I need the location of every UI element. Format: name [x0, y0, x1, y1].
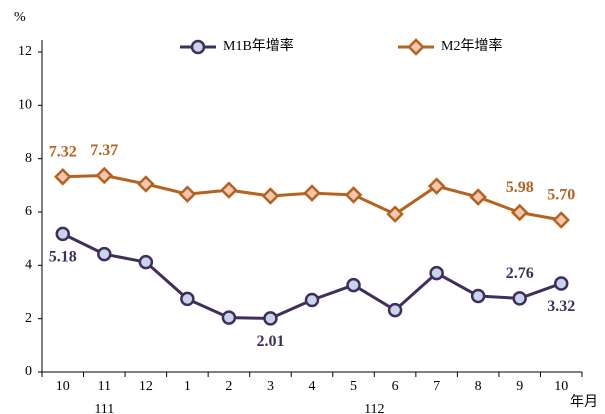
point [512, 291, 527, 306]
x-tick-label: 7 [433, 379, 440, 394]
point [55, 226, 71, 242]
point [137, 175, 155, 193]
point [470, 288, 486, 304]
data-label: 3.32 [547, 298, 575, 315]
y-tick-label: 10 [18, 98, 32, 113]
point [510, 203, 529, 222]
data-label: 7.32 [49, 143, 77, 160]
x-tick-label: 5 [350, 379, 357, 394]
point [386, 205, 404, 223]
data-label: 5.98 [506, 179, 534, 196]
point [95, 166, 114, 185]
x-unit: 年月 [570, 394, 598, 410]
legend-marker [407, 38, 425, 56]
x-tick-label: 6 [392, 379, 399, 394]
x-tick-label: 4 [309, 379, 316, 394]
point [553, 276, 569, 291]
point [427, 177, 446, 195]
x-tick-label: 8 [475, 379, 482, 394]
x-tick-label: 9 [516, 379, 523, 394]
x-group-label: 111 [94, 402, 114, 414]
point [138, 254, 154, 270]
y-tick-label: 2 [25, 311, 32, 326]
point [429, 265, 444, 281]
y-tick-label: 8 [25, 151, 32, 166]
x-tick-label: 2 [225, 379, 232, 394]
point [178, 185, 197, 203]
point [469, 188, 487, 206]
point [304, 292, 320, 308]
x-tick-label: 10 [56, 379, 70, 394]
x-tick-label: 1 [184, 379, 191, 394]
data-label: 5.18 [49, 249, 77, 266]
point [303, 184, 321, 202]
x-tick-label: 12 [139, 379, 153, 394]
legend-label: M1B年增率 [223, 37, 294, 54]
point [552, 211, 570, 229]
x-tick-label: 10 [554, 379, 568, 394]
point [97, 246, 112, 262]
x-tick-label: 3 [267, 379, 274, 394]
point [344, 186, 363, 204]
point [221, 310, 237, 325]
point [220, 181, 238, 199]
x-group-label: 112 [364, 402, 384, 414]
data-label: 7.37 [90, 142, 118, 159]
legend-label: M2年增率 [441, 37, 502, 54]
point [261, 187, 280, 205]
point [387, 302, 403, 318]
y-tick-label: 12 [18, 44, 32, 59]
y-tick-label: 4 [25, 258, 32, 273]
x-tick-label: 11 [98, 379, 111, 394]
point [54, 168, 72, 186]
point [180, 291, 195, 307]
y-unit: % [14, 10, 26, 25]
legend-marker [190, 39, 206, 55]
y-tick-label: 6 [25, 204, 32, 219]
data-label: 2.01 [256, 333, 284, 350]
data-label: 5.70 [547, 187, 575, 204]
data-label: 2.76 [506, 265, 534, 282]
point [263, 311, 278, 326]
point [346, 277, 361, 293]
y-tick-label: 0 [25, 364, 32, 379]
